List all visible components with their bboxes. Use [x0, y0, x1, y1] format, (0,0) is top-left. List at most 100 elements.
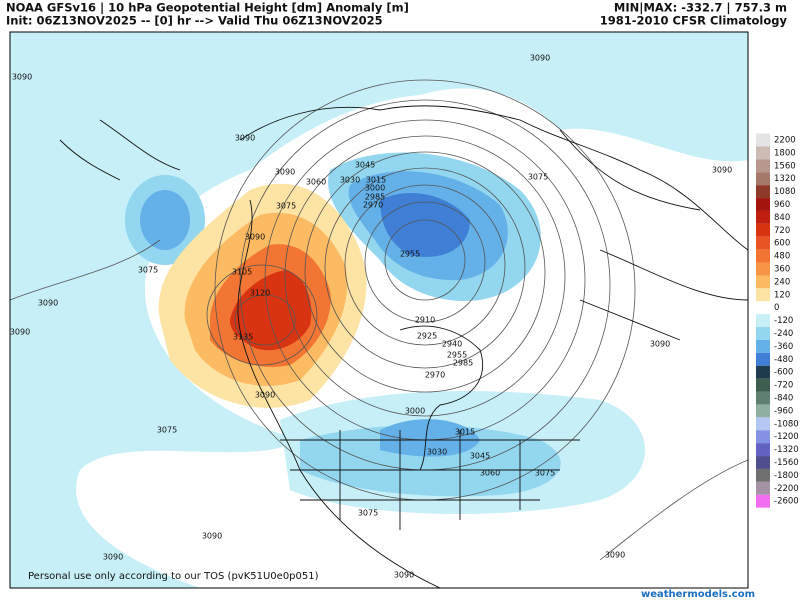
colorbar-label: 720	[774, 226, 790, 236]
contour-label: 2985	[365, 193, 385, 202]
contour-label: 3075	[358, 509, 378, 518]
colorbar-swatch	[756, 172, 770, 186]
colorbar-label: 120	[774, 290, 790, 300]
contour-label: 2910	[415, 316, 435, 325]
colorbar-label: 1320	[774, 174, 796, 184]
colorbar-swatch	[756, 339, 770, 353]
colorbar-label: -2200	[774, 484, 799, 494]
colorbar-swatch	[756, 301, 770, 315]
colorbar-label: 1560	[774, 161, 796, 171]
contour-label: 3090	[10, 328, 30, 337]
colorbar-swatch	[756, 249, 770, 263]
contour-label: 3030	[340, 176, 360, 185]
contour-label: 2985	[453, 359, 473, 368]
colorbar-label: -480	[774, 355, 793, 365]
watermark: weathermodels.com	[641, 589, 755, 600]
colorbar-swatch	[756, 417, 770, 431]
colorbar-label: 960	[774, 200, 790, 210]
colorbar-swatch	[756, 210, 770, 224]
colorbar-swatch	[756, 378, 770, 392]
colorbar-swatch	[756, 468, 770, 482]
contour-label: 3090	[12, 73, 32, 82]
colorbar: 2200 1800 1560 1320 1080 960 840 720 600 480 360 24…	[756, 133, 799, 508]
colorbar-swatch	[756, 236, 770, 250]
colorbar-label: -1800	[774, 471, 799, 481]
colorbar-label: -600	[774, 368, 793, 378]
contour-label: 2970	[425, 371, 445, 380]
contour-label: 3060	[480, 469, 500, 478]
colorbar-swatch	[756, 391, 770, 405]
colorbar-swatch	[756, 223, 770, 237]
contour-label: 3090	[103, 553, 123, 562]
colorbar-label: 0	[774, 303, 779, 313]
colorbar-swatch	[756, 430, 770, 444]
contour-label: 3090	[394, 571, 414, 580]
contour-label: 3090	[650, 340, 670, 349]
colorbar-swatch	[756, 365, 770, 379]
disclaimer: Personal use only according to our TOS (…	[28, 571, 319, 582]
colorbar-swatch	[756, 198, 770, 211]
colorbar-label: -120	[774, 316, 793, 326]
colorbar-swatch	[756, 133, 770, 147]
contour-label: 3015	[455, 428, 475, 437]
colorbar-swatch	[756, 262, 770, 276]
contour-label: 3060	[306, 178, 326, 187]
contour-label: 3090	[605, 551, 625, 560]
colorbar-swatch	[756, 404, 770, 418]
colorbar-label: -1200	[774, 432, 799, 442]
colorbar-label: -840	[774, 394, 793, 404]
colorbar-swatch	[756, 159, 770, 173]
colorbar-swatch	[756, 494, 770, 508]
colorbar-swatch	[756, 327, 770, 340]
header-minmax: MIN|MAX: -332.7 | 757.3 m	[614, 1, 787, 15]
colorbar-label: 2200	[774, 136, 796, 146]
contour-label: 2955	[447, 351, 467, 360]
colorbar-swatch	[756, 314, 770, 328]
colorbar-swatch	[756, 185, 770, 199]
contour-label: 3075	[528, 173, 548, 182]
colorbar-swatch	[756, 146, 770, 160]
contour-label: 3105	[232, 268, 252, 277]
contour-label: 3090	[245, 233, 265, 242]
contour-label: 3045	[355, 161, 375, 170]
contour-label: 3090	[235, 134, 255, 143]
contour-label: 3075	[138, 266, 158, 275]
contour-label: 3090	[255, 391, 275, 400]
colorbar-swatch	[756, 288, 770, 302]
contour-label: 3000	[405, 407, 425, 416]
contour-labels: 3090 3090 3090 3090 3075 3060 3045 3030 3015 3000…	[10, 54, 732, 580]
colorbar-label: 240	[774, 277, 790, 287]
contour-label: 3090	[712, 166, 732, 175]
header-climatology: 1981-2010 CFSR Climatology	[600, 14, 788, 28]
colorbar-label: -720	[774, 381, 793, 391]
contour-label: 3030	[427, 448, 447, 457]
colorbar-label: -1560	[774, 458, 799, 468]
contour-label: 2940	[442, 340, 462, 349]
contour-label: 3045	[470, 452, 490, 461]
contour-label: 3135	[233, 333, 253, 342]
colorbar-label: 1080	[774, 187, 796, 197]
colorbar-label: 600	[774, 239, 790, 249]
colorbar-label: 1800	[774, 148, 796, 158]
colorbar-swatch	[756, 443, 770, 457]
colorbar-label: 360	[774, 265, 790, 275]
colorbar-label: -2600	[774, 497, 799, 507]
contour-label: 2970	[363, 201, 383, 210]
contour-label: 3120	[250, 289, 270, 298]
colorbar-swatch	[756, 456, 770, 469]
header-init: Init: 06Z13NOV2025 -- [0] hr --> Valid T…	[6, 14, 383, 28]
contour-label: 3090	[38, 299, 58, 308]
contour-label: 3075	[276, 202, 296, 211]
contour-label: 3075	[157, 426, 177, 435]
colorbar-label: 480	[774, 252, 790, 262]
colorbar-label: -240	[774, 329, 793, 339]
contour-label: 3090	[530, 54, 550, 63]
colorbar-swatch	[756, 275, 770, 289]
contour-label: 3090	[202, 532, 222, 541]
contour-label: 2955	[400, 250, 420, 259]
header-title: NOAA GFSv16 | 10 hPa Geopotential Height…	[6, 1, 409, 15]
colorbar-label: -1320	[774, 445, 799, 455]
map	[9, 31, 749, 589]
colorbar-label: -1080	[774, 419, 799, 429]
